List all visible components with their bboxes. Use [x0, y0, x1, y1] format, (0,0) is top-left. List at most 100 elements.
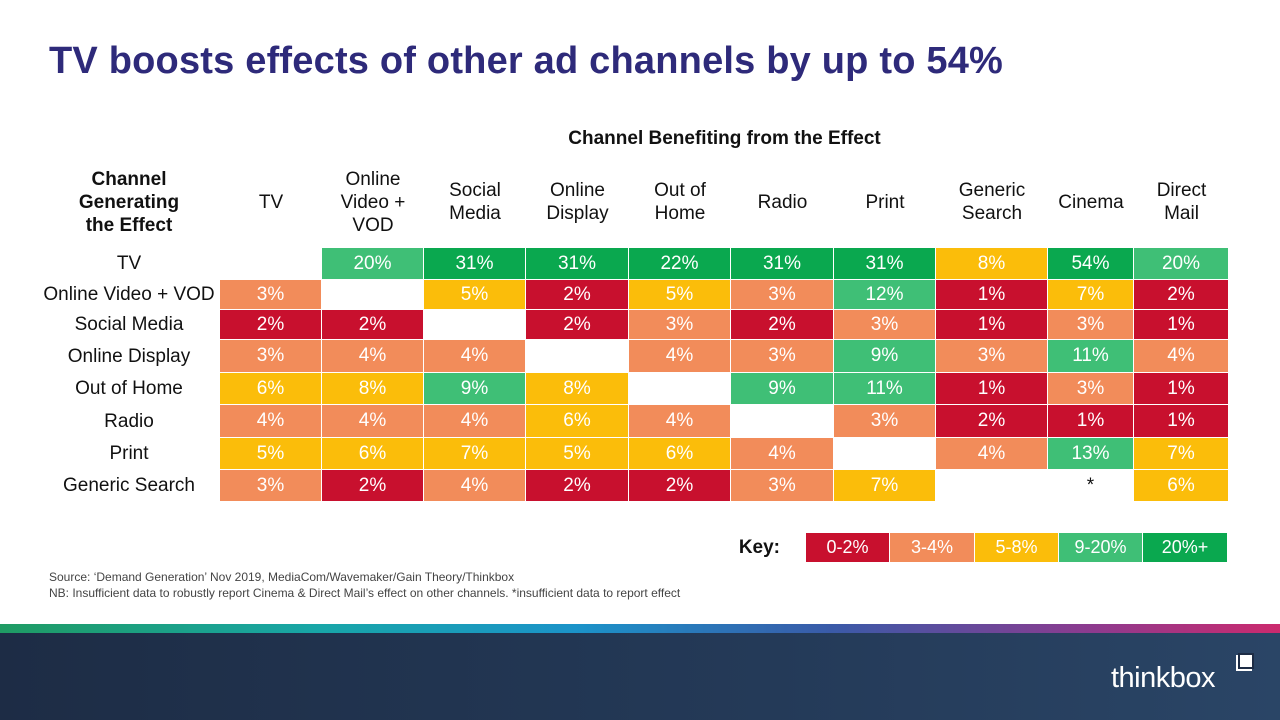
- row-header-social-media: Social Media: [74, 314, 184, 335]
- cell-social-media-cinema: 3%: [1048, 310, 1134, 340]
- row-header-out-of-home: Out of Home: [75, 378, 183, 399]
- cell-online-display-generic-search: 3%: [936, 340, 1048, 373]
- cell-generic-search-tv: 3%: [220, 470, 322, 502]
- column-header-online-display: Online Display: [546, 180, 609, 224]
- row-header-print: Print: [109, 443, 149, 464]
- cell-out-of-home-radio: 9%: [731, 373, 834, 405]
- cell-tv-online-display: 31%: [526, 248, 629, 280]
- cell-tv-out-of-home: 22%: [629, 248, 731, 280]
- cell-out-of-home-cinema: 3%: [1048, 373, 1134, 405]
- cell-online-video-vod-tv: 3%: [220, 280, 322, 310]
- cell-online-video-vod-direct-mail: 2%: [1134, 280, 1229, 310]
- cell-tv-social-media: 31%: [424, 248, 526, 280]
- key-item-3-4: 3-4%: [890, 533, 975, 562]
- cell-generic-search-online-video-vod: 2%: [322, 470, 424, 502]
- thinkbox-logo: thinkbox: [1111, 662, 1216, 694]
- row-group-header: Channel Generating the Effect: [38, 164, 220, 240]
- cell-radio-tv: 4%: [220, 405, 322, 438]
- cell-online-video-vod-cinema: 7%: [1048, 280, 1134, 310]
- cell-tv-print: 31%: [834, 248, 936, 280]
- column-header-generic-search: Generic Search: [958, 180, 1026, 224]
- source-line: Source: ‘Demand Generation’ Nov 2019, Me…: [49, 570, 515, 584]
- cell-online-video-vod-generic-search: 1%: [936, 280, 1048, 310]
- cell-generic-search-direct-mail: 6%: [1134, 470, 1229, 502]
- column-header-online-video-vod: Online Video + VOD: [340, 168, 406, 236]
- cell-online-video-vod-print: 12%: [834, 280, 936, 310]
- cell-online-video-vod-out-of-home: 5%: [629, 280, 731, 310]
- row-group-header-text: Channel Generating the Effect: [78, 168, 180, 236]
- source-notes: Source: ‘Demand Generation’ Nov 2019, Me…: [49, 569, 949, 601]
- cell-online-display-cinema: 11%: [1048, 340, 1134, 373]
- cell-radio-cinema: 1%: [1048, 405, 1134, 438]
- cell-online-display-print: 9%: [834, 340, 936, 373]
- cell-social-media-online-display: 2%: [526, 310, 629, 340]
- cell-generic-search-cinema: *: [1048, 470, 1134, 502]
- cell-social-media-direct-mail: 1%: [1134, 310, 1229, 340]
- cell-social-media-online-video-vod: 2%: [322, 310, 424, 340]
- cell-tv-radio: 31%: [731, 248, 834, 280]
- cell-online-video-vod-social-media: 5%: [424, 280, 526, 310]
- cell-generic-search-online-display: 2%: [526, 470, 629, 502]
- footer-bar: [0, 633, 1280, 720]
- cell-out-of-home-print: 11%: [834, 373, 936, 405]
- cell-tv-cinema: 54%: [1048, 248, 1134, 280]
- note-line: NB: Insufficient data to robustly report…: [49, 586, 681, 600]
- cell-print-generic-search: 4%: [936, 438, 1048, 470]
- cell-tv-generic-search: 8%: [936, 248, 1048, 280]
- cell-radio-generic-search: 2%: [936, 405, 1048, 438]
- cell-out-of-home-online-video-vod: 8%: [322, 373, 424, 405]
- row-header-generic-search: Generic Search: [62, 475, 195, 496]
- cell-print-online-display: 5%: [526, 438, 629, 470]
- key-item-9-20: 9-20%: [1059, 533, 1143, 562]
- cell-tv-direct-mail: 20%: [1134, 248, 1229, 280]
- cell-generic-search-radio: 3%: [731, 470, 834, 502]
- cell-tv-tv: [220, 248, 322, 280]
- row-header-online-display: Online Display: [67, 345, 191, 367]
- cell-print-cinema: 13%: [1048, 438, 1134, 470]
- cell-social-media-radio: 2%: [731, 310, 834, 340]
- column-header-radio: Radio: [757, 191, 808, 213]
- cell-out-of-home-social-media: 9%: [424, 373, 526, 405]
- row-header-tv: TV: [116, 253, 142, 274]
- column-header-cinema: Cinema: [1058, 191, 1124, 213]
- cell-radio-radio: [731, 405, 834, 438]
- cell-radio-online-display: 6%: [526, 405, 629, 438]
- cell-online-display-online-display: [526, 340, 629, 373]
- key-item-5-8: 5-8%: [975, 533, 1059, 562]
- cell-online-video-vod-online-video-vod: [322, 280, 424, 310]
- cell-print-direct-mail: 7%: [1134, 438, 1229, 470]
- cell-out-of-home-out-of-home: [629, 373, 731, 405]
- cell-social-media-tv: 2%: [220, 310, 322, 340]
- cell-generic-search-print: 7%: [834, 470, 936, 502]
- cell-online-display-radio: 3%: [731, 340, 834, 373]
- cell-online-display-online-video-vod: 4%: [322, 340, 424, 373]
- cell-online-video-vod-radio: 3%: [731, 280, 834, 310]
- cell-social-media-out-of-home: 3%: [629, 310, 731, 340]
- cell-online-display-direct-mail: 4%: [1134, 340, 1229, 373]
- cell-social-media-generic-search: 1%: [936, 310, 1048, 340]
- cell-radio-online-video-vod: 4%: [322, 405, 424, 438]
- cell-out-of-home-tv: 6%: [220, 373, 322, 405]
- color-stripe: [0, 624, 1280, 633]
- cell-radio-social-media: 4%: [424, 405, 526, 438]
- cell-tv-online-video-vod: 20%: [322, 248, 424, 280]
- cell-generic-search-out-of-home: 2%: [629, 470, 731, 502]
- cell-social-media-social-media: [424, 310, 526, 340]
- cell-radio-out-of-home: 4%: [629, 405, 731, 438]
- key-item-20: 20%+: [1143, 533, 1228, 562]
- cell-print-out-of-home: 6%: [629, 438, 731, 470]
- cell-print-radio: 4%: [731, 438, 834, 470]
- cell-out-of-home-direct-mail: 1%: [1134, 373, 1229, 405]
- key-label: Key:: [738, 536, 780, 558]
- page-title: TV boosts effects of other ad channels b…: [49, 40, 1004, 82]
- column-header-social-media: Social Media: [449, 180, 501, 224]
- column-header-out-of-home: Out of Home: [654, 180, 706, 224]
- cell-out-of-home-online-display: 8%: [526, 373, 629, 405]
- column-group-header: Channel Benefiting from the Effect: [568, 128, 881, 149]
- cell-print-print: [834, 438, 936, 470]
- cell-radio-direct-mail: 1%: [1134, 405, 1229, 438]
- cell-online-display-out-of-home: 4%: [629, 340, 731, 373]
- cell-generic-search-social-media: 4%: [424, 470, 526, 502]
- cell-online-display-tv: 3%: [220, 340, 322, 373]
- cell-social-media-print: 3%: [834, 310, 936, 340]
